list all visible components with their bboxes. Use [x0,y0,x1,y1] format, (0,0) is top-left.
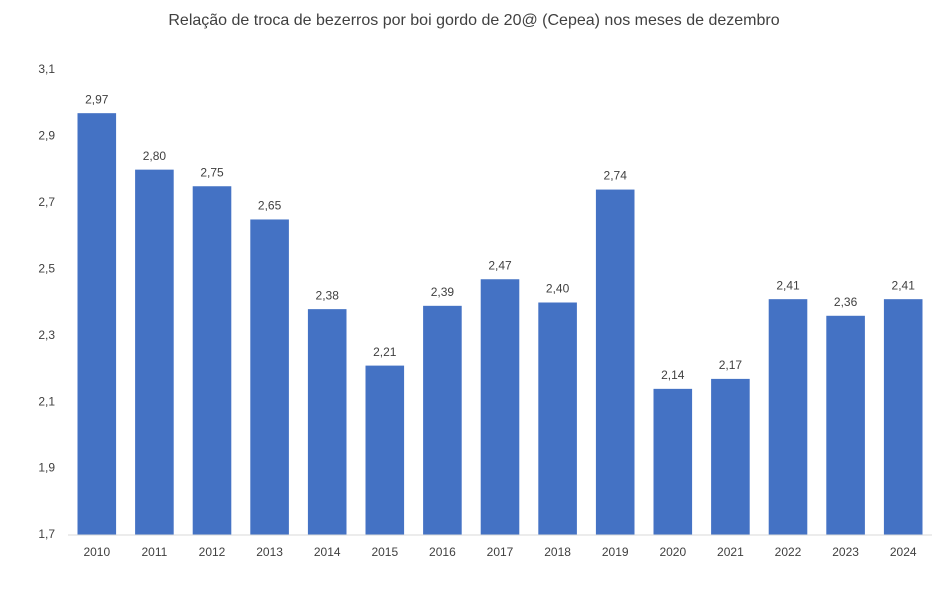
data-label: 2,14 [661,368,685,382]
data-label: 2,74 [604,169,628,183]
bar [192,186,232,535]
bar [826,315,865,535]
data-label: 2,39 [431,285,455,299]
bar [365,365,405,535]
x-tick-label: 2021 [717,545,744,559]
data-label: 2,47 [488,258,512,272]
x-tick-label: 2019 [602,545,629,559]
x-tick-label: 2016 [429,545,456,559]
x-tick-label: 2011 [141,545,167,559]
x-tick-label: 2024 [890,545,917,559]
bar [883,299,923,535]
bar [250,219,289,535]
data-label: 2,97 [85,92,109,106]
y-tick-label: 3,1 [38,62,55,76]
bar [711,378,750,535]
x-tick-label: 2015 [371,545,398,559]
data-label: 2,41 [892,278,916,292]
bar [77,113,117,535]
y-tick-label: 2,9 [38,129,55,143]
x-tick-label: 2013 [256,545,283,559]
x-tick-label: 2014 [314,545,341,559]
data-label: 2,80 [143,149,167,163]
x-tick-label: 2020 [659,545,686,559]
data-label: 2,21 [373,345,397,359]
x-tick-label: 2010 [83,545,110,559]
data-label: 2,17 [719,358,743,372]
data-label: 2,75 [200,165,224,179]
bar [307,309,347,535]
bar [135,169,174,535]
x-tick-label: 2017 [487,545,514,559]
bar [653,388,693,535]
bar [768,299,808,535]
bar [538,302,577,535]
data-label: 2,41 [776,278,800,292]
y-tick-label: 2,7 [38,195,55,209]
y-tick-label: 2,1 [38,394,55,408]
y-tick-label: 2,3 [38,328,55,342]
x-tick-label: 2022 [775,545,802,559]
bar [480,279,520,535]
y-tick-label: 2,5 [38,261,55,275]
x-tick-label: 2018 [544,545,571,559]
data-label: 2,65 [258,199,282,213]
data-label: 2,40 [546,282,570,296]
data-label: 2,36 [834,295,858,309]
y-tick-label: 1,9 [38,461,55,475]
x-tick-label: 2023 [832,545,859,559]
y-tick-label: 1,7 [38,527,55,541]
x-tick-label: 2012 [199,545,226,559]
bar [595,189,635,536]
data-label: 2,38 [316,288,340,302]
bar [423,305,462,535]
chart-title: Relação de troca de bezerros por boi gor… [168,12,779,29]
